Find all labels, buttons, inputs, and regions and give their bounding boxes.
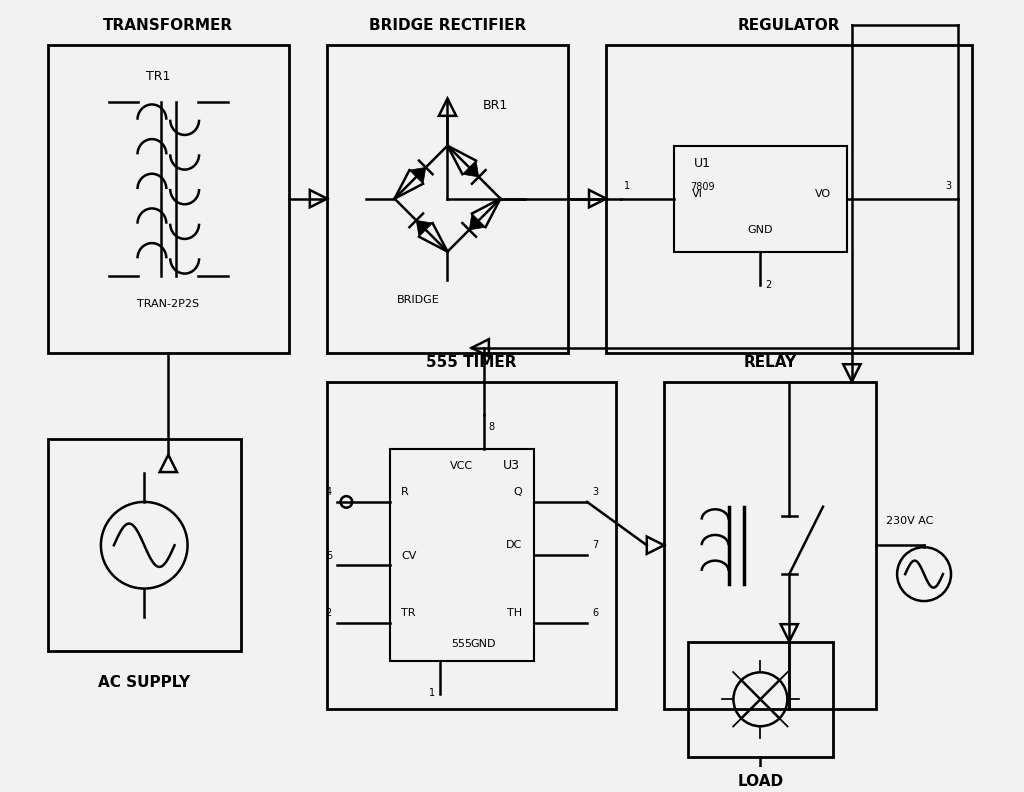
Text: R: R: [401, 487, 409, 497]
Bar: [665, 382, 876, 709]
Text: TRANSFORMER: TRANSFORMER: [103, 18, 233, 33]
Text: DC: DC: [506, 540, 522, 550]
Text: TR: TR: [401, 607, 416, 618]
Text: VO: VO: [815, 188, 831, 199]
Text: TH: TH: [508, 607, 522, 618]
Text: U1: U1: [694, 158, 711, 170]
Bar: [327, 44, 568, 352]
Text: 4: 4: [326, 487, 332, 497]
Text: 7: 7: [592, 540, 598, 550]
Text: REGULATOR: REGULATOR: [738, 18, 841, 33]
Text: VCC: VCC: [451, 460, 473, 470]
Polygon shape: [416, 220, 432, 237]
Text: 3: 3: [945, 181, 951, 191]
Bar: [674, 146, 847, 252]
Text: Q: Q: [514, 487, 522, 497]
Bar: [48, 44, 289, 352]
Text: 5: 5: [326, 550, 332, 561]
Polygon shape: [469, 214, 485, 230]
Text: TR1: TR1: [146, 70, 171, 83]
Polygon shape: [463, 161, 479, 177]
Text: BR1: BR1: [483, 99, 508, 112]
Bar: [606, 44, 972, 352]
Text: 1: 1: [429, 687, 435, 698]
Text: AC SUPPLY: AC SUPPLY: [98, 676, 190, 690]
Text: BRIDGE RECTIFIER: BRIDGE RECTIFIER: [369, 18, 526, 33]
Text: LOAD: LOAD: [737, 775, 783, 790]
Text: 6: 6: [592, 607, 598, 618]
Text: 555: 555: [452, 639, 472, 649]
Text: RELAY: RELAY: [743, 355, 797, 370]
Text: GND: GND: [748, 226, 773, 235]
Text: GND: GND: [471, 639, 497, 649]
Text: U3: U3: [503, 459, 520, 471]
Text: BRIDGE: BRIDGE: [397, 295, 440, 305]
Text: 2: 2: [326, 607, 332, 618]
Text: 2: 2: [765, 280, 771, 291]
Text: VI: VI: [692, 188, 703, 199]
Text: 230V AC: 230V AC: [886, 516, 933, 526]
Text: TRAN-2P2S: TRAN-2P2S: [137, 299, 200, 310]
Bar: [48, 440, 241, 651]
Bar: [327, 382, 616, 709]
Text: 555 TIMER: 555 TIMER: [426, 355, 517, 370]
Text: CV: CV: [401, 550, 417, 561]
Bar: [688, 642, 833, 757]
Text: 7809: 7809: [690, 182, 715, 192]
Text: 1: 1: [624, 181, 630, 191]
Polygon shape: [410, 167, 426, 184]
Bar: [390, 449, 535, 661]
Text: 3: 3: [592, 487, 598, 497]
Text: 8: 8: [488, 422, 495, 432]
